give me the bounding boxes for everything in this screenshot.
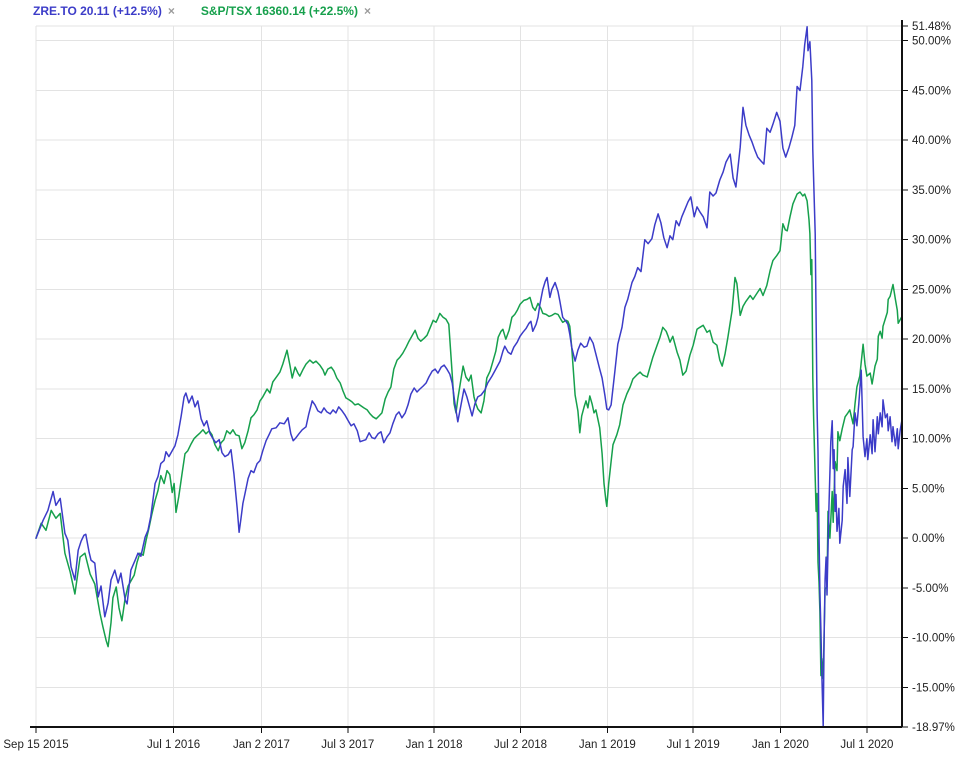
gridlines	[35, 25, 902, 727]
tsx-series-line	[35, 191, 903, 680]
x-tick-label: Jul 2 2018	[494, 739, 547, 751]
y-tick-label: 35.00%	[912, 185, 951, 197]
y-tick-label: 5.00%	[912, 484, 945, 496]
x-tick-label: Jul 1 2019	[667, 739, 720, 751]
legend-item-tsx[interactable]: S&P/TSX 16360.14 (+22.5%) ×	[201, 4, 371, 18]
y-tick-label: -5.00%	[912, 583, 948, 595]
y-tick-label: -10.00%	[912, 633, 955, 645]
x-axis-labels: Sep 15 2015 Jul 1 2016 Jan 2 2017 Jul 3 201…	[3, 739, 893, 751]
zre-series-line	[35, 26, 903, 728]
y-tick-label: 0.00%	[912, 533, 945, 545]
y-tick-label: 30.00%	[912, 235, 951, 247]
y-tick-label: 15.00%	[912, 384, 951, 396]
legend-label-zre: ZRE.TO 20.11 (+12.5%)	[33, 4, 162, 18]
x-tick-label: Jan 1 2018	[406, 739, 463, 751]
x-tick-label: Jul 1 2020	[840, 739, 893, 751]
legend: ZRE.TO 20.11 (+12.5%) × S&P/TSX 16360.14…	[33, 4, 371, 18]
y-tick-label: 25.00%	[912, 285, 951, 297]
y-tick-label: -18.97%	[912, 722, 955, 734]
y-tick-label: 10.00%	[912, 434, 951, 446]
legend-label-tsx: S&P/TSX 16360.14 (+22.5%)	[200, 4, 358, 18]
remove-series-zre-icon[interactable]: ×	[167, 4, 175, 18]
y-axis-labels: 51.48% 50.00% 45.00% 40.00% 35.00% 30.00% 25.0…	[912, 21, 955, 734]
x-tick-label: Jan 2 2017	[233, 739, 290, 751]
tick-marks	[35, 25, 908, 733]
remove-series-tsx-icon[interactable]: ×	[363, 4, 371, 18]
x-tick-label: Jan 1 2020	[752, 739, 809, 751]
y-tick-label: 40.00%	[912, 135, 951, 147]
x-tick-label: Sep 15 2015	[3, 739, 68, 751]
y-tick-label: 51.48%	[912, 21, 951, 33]
y-tick-label: -15.00%	[912, 683, 955, 695]
y-tick-label: 45.00%	[912, 86, 951, 98]
y-tick-label: 20.00%	[912, 334, 951, 346]
y-tick-label: 50.00%	[912, 36, 951, 48]
x-tick-label: Jul 1 2016	[147, 739, 200, 751]
x-tick-label: Jan 1 2019	[579, 739, 636, 751]
x-tick-label: Jul 3 2017	[321, 739, 374, 751]
legend-item-zre[interactable]: ZRE.TO 20.11 (+12.5%) ×	[33, 4, 175, 18]
axes	[30, 20, 903, 728]
